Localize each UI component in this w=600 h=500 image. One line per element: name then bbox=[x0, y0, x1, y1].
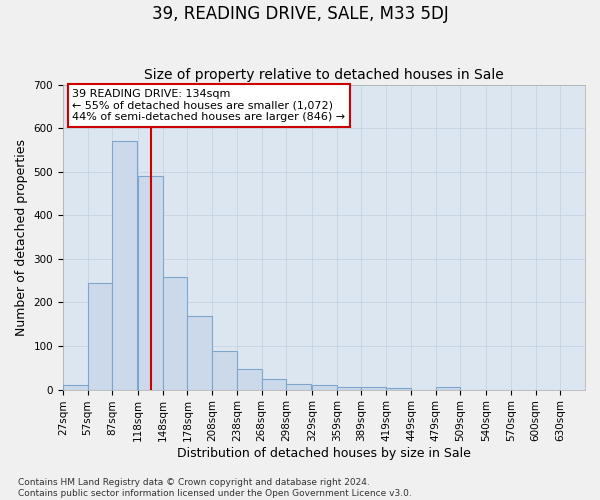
Bar bbox=[262, 378, 286, 390]
Bar bbox=[237, 369, 262, 390]
Bar bbox=[112, 141, 137, 390]
Title: Size of property relative to detached houses in Sale: Size of property relative to detached ho… bbox=[144, 68, 504, 82]
Bar bbox=[386, 388, 411, 390]
Bar bbox=[138, 176, 163, 390]
Text: 39 READING DRIVE: 134sqm
← 55% of detached houses are smaller (1,072)
44% of sem: 39 READING DRIVE: 134sqm ← 55% of detach… bbox=[72, 89, 345, 122]
Bar bbox=[312, 385, 337, 390]
Bar bbox=[212, 351, 237, 390]
Text: Contains HM Land Registry data © Crown copyright and database right 2024.
Contai: Contains HM Land Registry data © Crown c… bbox=[18, 478, 412, 498]
X-axis label: Distribution of detached houses by size in Sale: Distribution of detached houses by size … bbox=[177, 447, 471, 460]
Bar bbox=[187, 316, 212, 390]
Bar bbox=[361, 388, 386, 390]
Text: 39, READING DRIVE, SALE, M33 5DJ: 39, READING DRIVE, SALE, M33 5DJ bbox=[152, 5, 448, 23]
Bar bbox=[337, 386, 361, 390]
Bar bbox=[436, 388, 460, 390]
Bar bbox=[286, 384, 311, 390]
Bar bbox=[88, 283, 112, 390]
Bar bbox=[163, 277, 187, 390]
Y-axis label: Number of detached properties: Number of detached properties bbox=[15, 138, 28, 336]
Bar bbox=[63, 385, 88, 390]
